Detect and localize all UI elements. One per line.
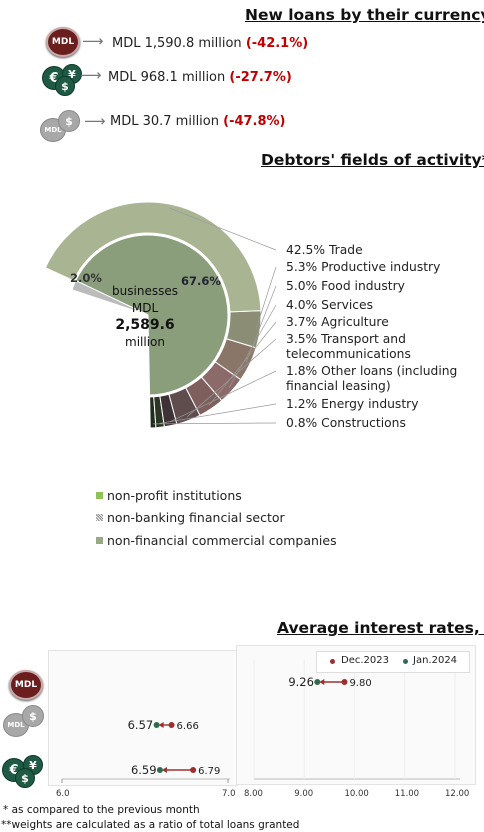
point-jan-0 xyxy=(153,722,160,728)
arrow-head xyxy=(161,767,167,773)
inner-slice-1 xyxy=(71,279,149,316)
mdl-coin-icon: MDL xyxy=(9,670,43,700)
loan-row-mdl-2: MDL 30.7 million (-47.8%) xyxy=(110,114,286,129)
legend-swatch xyxy=(96,514,103,521)
donut-slice-6 xyxy=(159,393,178,428)
label-dec-0: 6.66 xyxy=(177,721,199,732)
label-dec-1: 6.79 xyxy=(198,766,220,777)
rates-title: Average interest rates, % xyxy=(277,619,484,637)
inner-label-left: 2.0% xyxy=(70,271,102,285)
label-jan-0: 6.57 xyxy=(128,718,154,732)
legend-non-financial: non-financial commercial companies xyxy=(96,533,337,548)
footnote-1: * as compared to the previous month xyxy=(3,804,200,816)
rates-panel-left xyxy=(48,650,238,786)
donut-slice-7 xyxy=(153,395,165,429)
left-tick-label: 7.0 xyxy=(222,789,236,799)
legend-jan-marker xyxy=(403,659,408,664)
arrow-icon: ⟶ xyxy=(80,66,102,84)
leader-line xyxy=(159,403,277,424)
point-dec-0 xyxy=(168,722,175,728)
donut-slice-3 xyxy=(200,361,242,402)
leader-line xyxy=(152,422,277,425)
footnote-2: **weights are calculated as a ratio of t… xyxy=(1,819,300,831)
leader-line xyxy=(169,370,277,423)
leader-line xyxy=(169,207,277,251)
point-dec-2 xyxy=(341,679,348,685)
activity-donut-chart: 42.5% Trade 5.3% Productive industry 5.0% … xyxy=(44,201,457,430)
right-tick-label: 8.00 xyxy=(244,789,263,799)
dollar-grey-coin-icon: $ xyxy=(22,705,44,727)
right-tick-label: 12.00 xyxy=(445,789,469,799)
label-dec-2: 9.80 xyxy=(349,678,371,689)
dollar-coin-icon: $ xyxy=(15,768,35,788)
donut-center-label: businesses MDL 2,589.6 million xyxy=(112,284,178,349)
rates-chart: 6.0 7.0 6.66 6.57 6.79 6.59 8.00 9.00 10.00 11.0… xyxy=(56,660,469,799)
dollar-grey-coin-icon: $ xyxy=(58,110,80,132)
point-dec-1 xyxy=(190,767,197,773)
arrow-head xyxy=(319,679,325,685)
leader-line xyxy=(255,266,277,329)
donut-slice-0 xyxy=(44,201,262,313)
point-jan-1 xyxy=(156,767,163,773)
legend-jan: Jan.2024 xyxy=(413,655,458,666)
legend-non-profit: non-profit institutions xyxy=(96,488,242,503)
legend-swatch xyxy=(96,537,103,544)
arrow-icon: ⟶ xyxy=(84,112,106,130)
dollar-coin-icon: $ xyxy=(55,76,75,96)
category-label-6: 1.8% Other loans (including financial lea… xyxy=(286,364,457,393)
right-tick-label: 9.00 xyxy=(294,789,313,799)
right-tick-label: 10.00 xyxy=(345,789,369,799)
left-tick-label: 6.0 xyxy=(56,789,70,799)
category-label-7: 1.2% Energy industry xyxy=(286,397,418,411)
donut-slice-1 xyxy=(225,310,262,349)
activity-title: Debtors' fields of activity** xyxy=(261,151,484,169)
category-label-2: 5.0% Food industry xyxy=(286,279,405,293)
leader-line xyxy=(187,338,277,417)
donut-slice-2 xyxy=(214,338,257,381)
donut-slice-4 xyxy=(185,376,223,416)
loan-row-foreign: MDL 968.1 million (-27.7%) xyxy=(108,70,292,85)
loan-row-mdl: MDL 1,590.8 million (-42.1%) xyxy=(112,36,309,51)
leader-line xyxy=(228,304,277,389)
category-label-1: 5.3% Productive industry xyxy=(286,260,440,274)
donut-slice-5 xyxy=(168,387,201,425)
loans-title: New loans by their currency* xyxy=(245,6,484,24)
legend-swatch xyxy=(96,492,103,499)
inner-label-right: 67.6% xyxy=(181,274,221,288)
legend-dec-marker xyxy=(330,659,335,664)
leader-line xyxy=(245,285,277,363)
point-jan-2 xyxy=(314,679,321,685)
arrow-icon: ⟶ xyxy=(82,32,104,50)
mdl-coin-icon: MDL xyxy=(46,27,80,57)
category-label-5: 3.5% Transport and telecommunications xyxy=(286,332,411,361)
category-label-0: 42.5% Trade xyxy=(286,243,363,257)
legend-dec: Dec.2023 xyxy=(341,655,389,666)
right-tick-label: 11.00 xyxy=(395,789,419,799)
inner-slice-0 xyxy=(75,234,229,396)
arrow-head xyxy=(158,722,164,728)
category-label-3: 4.0% Services xyxy=(286,298,373,312)
leader-line xyxy=(208,321,277,406)
label-jan-1: 6.59 xyxy=(131,763,157,777)
category-label-8: 0.8% Constructions xyxy=(286,416,406,430)
legend-non-banking: non-banking financial sector xyxy=(96,510,285,525)
rates-legend: Dec.2023 Jan.2024 xyxy=(316,651,470,673)
label-jan-2: 9.26 xyxy=(288,675,314,689)
category-label-4: 3.7% Agriculture xyxy=(286,315,389,329)
